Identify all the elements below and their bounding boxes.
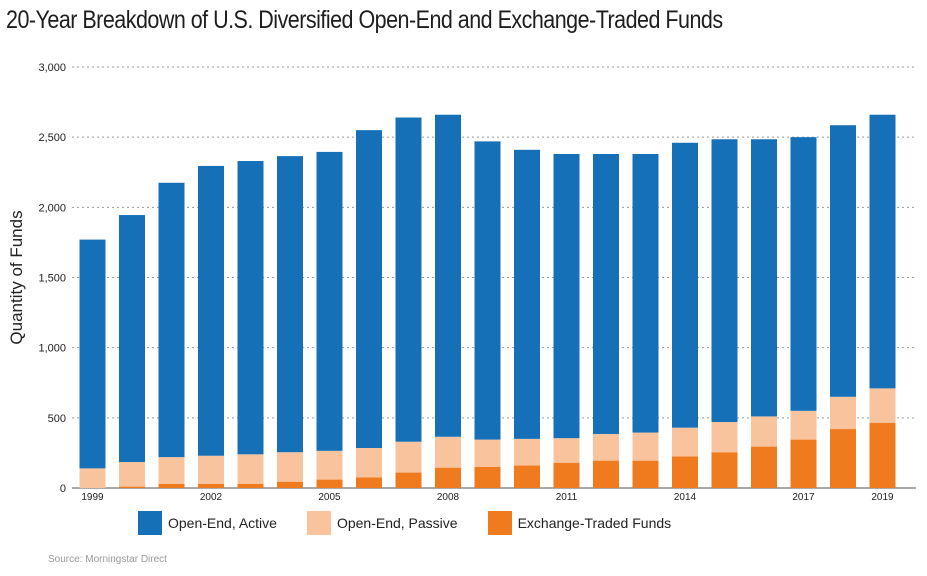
x-tick-label: 2011 [556, 492, 578, 503]
bar-etf-2006 [356, 477, 382, 488]
bar-passive-2010 [514, 438, 540, 466]
bar-active-2013 [632, 154, 659, 433]
bar-active-2000 [119, 215, 145, 463]
legend-label-etf: Exchange-Traded Funds [517, 515, 672, 531]
bar-passive-2017 [790, 410, 817, 440]
bar-etf-2003 [237, 483, 264, 488]
legend-swatch-etf [487, 511, 512, 535]
bar-passive-2013 [632, 432, 659, 461]
bar-passive-2019 [869, 388, 896, 423]
bar-etf-2019 [869, 422, 896, 488]
x-tick-label: 2017 [792, 492, 815, 503]
bar-passive-2000 [119, 462, 145, 487]
bar-active-2009 [474, 141, 501, 440]
bar-active-2003 [237, 161, 264, 455]
y-tick-label: 500 [48, 413, 66, 425]
bar-passive-2012 [593, 433, 619, 461]
bar-etf-2012 [593, 460, 619, 488]
bar-active-2004 [277, 156, 303, 453]
bar-passive-2002 [198, 455, 224, 484]
y-tick-label: 3,000 [38, 62, 66, 74]
bar-etf-2008 [435, 467, 461, 488]
bar-etf-2011 [553, 462, 580, 488]
x-tick-label: 2019 [871, 492, 894, 503]
bar-etf-2013 [632, 460, 659, 488]
x-tick-label: 2014 [674, 492, 697, 503]
bar-etf-2001 [158, 483, 185, 488]
legend-label-passive: Open-End, Passive [336, 515, 458, 531]
bar-active-2007 [395, 117, 422, 442]
bar-passive-2018 [830, 396, 856, 430]
bar-etf-2010 [514, 465, 540, 488]
bar-etf-2017 [790, 439, 817, 488]
x-tick-label: 2005 [318, 492, 341, 503]
bar-passive-2014 [672, 427, 698, 457]
bar-passive-2016 [751, 416, 777, 447]
bar-etf-2014 [672, 456, 698, 488]
y-tick-label: 0 [60, 483, 66, 495]
bar-etf-2005 [316, 479, 343, 488]
bar-active-2008 [435, 114, 461, 437]
y-tick-label: 2,500 [38, 132, 66, 144]
bar-active-2006 [356, 130, 382, 449]
bar-active-2005 [316, 151, 343, 451]
legend-swatch-passive [306, 511, 331, 535]
bar-passive-2001 [158, 457, 185, 484]
bar-active-2015 [711, 139, 738, 423]
bar-active-1999 [79, 239, 106, 469]
bar-passive-2015 [711, 422, 738, 453]
bar-passive-2006 [356, 448, 382, 478]
bar-etf-2018 [830, 429, 856, 488]
bar-active-2018 [830, 125, 856, 397]
bar-etf-2016 [751, 446, 777, 488]
bar-active-2011 [553, 154, 580, 439]
x-tick-label: 2002 [200, 492, 223, 503]
bar-passive-2011 [553, 438, 580, 463]
y-axis-title: Quantity of Funds [7, 210, 26, 344]
bar-active-2014 [672, 142, 698, 428]
y-tick-label: 2,000 [38, 202, 66, 214]
legend-item-etf: Exchange-Traded Funds [487, 511, 672, 535]
bar-etf-2002 [198, 483, 224, 488]
bar-passive-2008 [435, 436, 461, 468]
legend-item-active: Open-End, Active [138, 511, 277, 535]
bar-active-2012 [593, 154, 619, 434]
bar-etf-2009 [474, 466, 501, 488]
legend-swatch-active [138, 511, 162, 535]
bar-active-2017 [790, 137, 817, 411]
bar-active-2016 [751, 139, 777, 417]
y-tick-label: 1,000 [38, 343, 66, 355]
bar-passive-2003 [237, 454, 264, 484]
bar-passive-2004 [277, 452, 303, 482]
bar-etf-2004 [277, 481, 303, 488]
x-tick-label: 2008 [437, 492, 460, 503]
bar-active-2001 [158, 182, 185, 458]
source-note: Source: Morningstar Direct [48, 554, 167, 565]
legend-item-passive: Open-End, Passive [306, 511, 458, 535]
bar-passive-2007 [395, 441, 422, 473]
bar-active-2010 [514, 149, 540, 439]
bar-passive-2009 [474, 439, 501, 467]
bar-etf-2007 [395, 472, 422, 488]
bar-active-2002 [198, 165, 224, 456]
chart-legend: Open-End, Active Open-End, Passive Excha… [138, 511, 701, 535]
bar-active-2019 [869, 114, 896, 389]
bar-passive-2005 [316, 450, 343, 480]
x-tick-label: 1999 [81, 492, 104, 503]
bar-etf-2000 [119, 486, 145, 488]
bar-etf-2015 [711, 452, 738, 488]
chart-title: 20-Year Breakdown of U.S. Diversified Op… [6, 6, 723, 34]
bar-passive-1999 [79, 468, 106, 488]
y-tick-label: 1,500 [38, 273, 66, 285]
legend-label-active: Open-End, Active [168, 515, 277, 531]
